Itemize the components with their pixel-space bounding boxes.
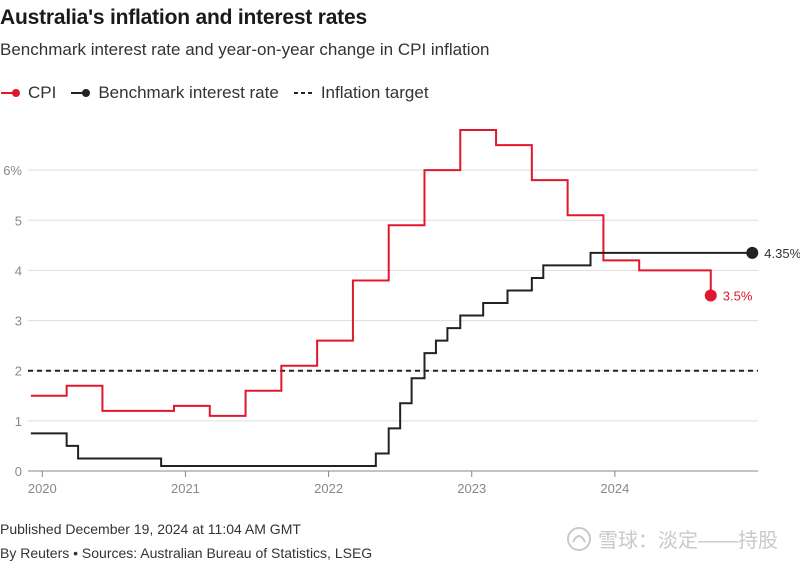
legend-label-inflation-target: Inflation target xyxy=(320,83,429,102)
legend-label-benchmark-rate: Benchmark interest rate xyxy=(98,83,279,102)
chart-title: Australia's inflation and interest rates xyxy=(0,6,367,29)
x-tick-label-3: 2023 xyxy=(457,481,486,496)
x-tick-label-4: 2024 xyxy=(600,481,629,496)
y-tick-label-0: 0 xyxy=(15,464,22,479)
series-line-0 xyxy=(30,129,712,417)
legend-target-swatch-icon xyxy=(293,92,314,94)
series-end-label-1: 4.35% xyxy=(764,246,800,261)
source-credit: By Reuters • Sources: Australian Bureau … xyxy=(0,545,373,561)
x-tick-label-1: 2021 xyxy=(171,481,200,496)
published-date: Published December 19, 2024 at 11:04 AM … xyxy=(0,521,301,537)
legend: CPI Benchmark interest rate Inflation ta… xyxy=(0,83,443,103)
series-line-1 xyxy=(30,251,753,467)
legend-item-cpi: CPI xyxy=(0,83,56,103)
watermark-text: 雪球：淡定——持股 xyxy=(598,530,778,552)
legend-item-benchmark-rate: Benchmark interest rate xyxy=(70,83,279,103)
watermark: 雪球：淡定——持股 xyxy=(566,524,778,553)
snowball-logo-icon xyxy=(567,526,591,551)
chart-subtitle: Benchmark interest rate and year-on-year… xyxy=(0,40,490,59)
legend-label-cpi: CPI xyxy=(28,83,57,102)
y-tick-label-5: 5 xyxy=(15,213,22,228)
y-tick-label-1: 1 xyxy=(15,414,22,429)
y-tick-label-3: 3 xyxy=(15,314,22,329)
y-tick-label-2: 2 xyxy=(15,364,22,379)
legend-item-inflation-target: Inflation target xyxy=(293,83,429,103)
legend-rate-swatch-icon xyxy=(71,89,91,97)
series-end-label-0: 3.5% xyxy=(723,289,753,304)
legend-cpi-swatch-icon xyxy=(1,89,20,97)
x-tick-label-0: 2020 xyxy=(28,481,57,496)
x-tick-label-2: 2022 xyxy=(314,481,343,496)
line-chart: 0 1 2 3 4 5 6% 2020 2021 2022 2023 2024 3.5% 4.35% xyxy=(3,129,800,496)
y-tick-label-4: 4 xyxy=(15,263,22,278)
series-end-marker-1 xyxy=(746,246,759,259)
y-tick-label-6: 6% xyxy=(3,163,22,178)
series-end-marker-0 xyxy=(704,289,717,302)
